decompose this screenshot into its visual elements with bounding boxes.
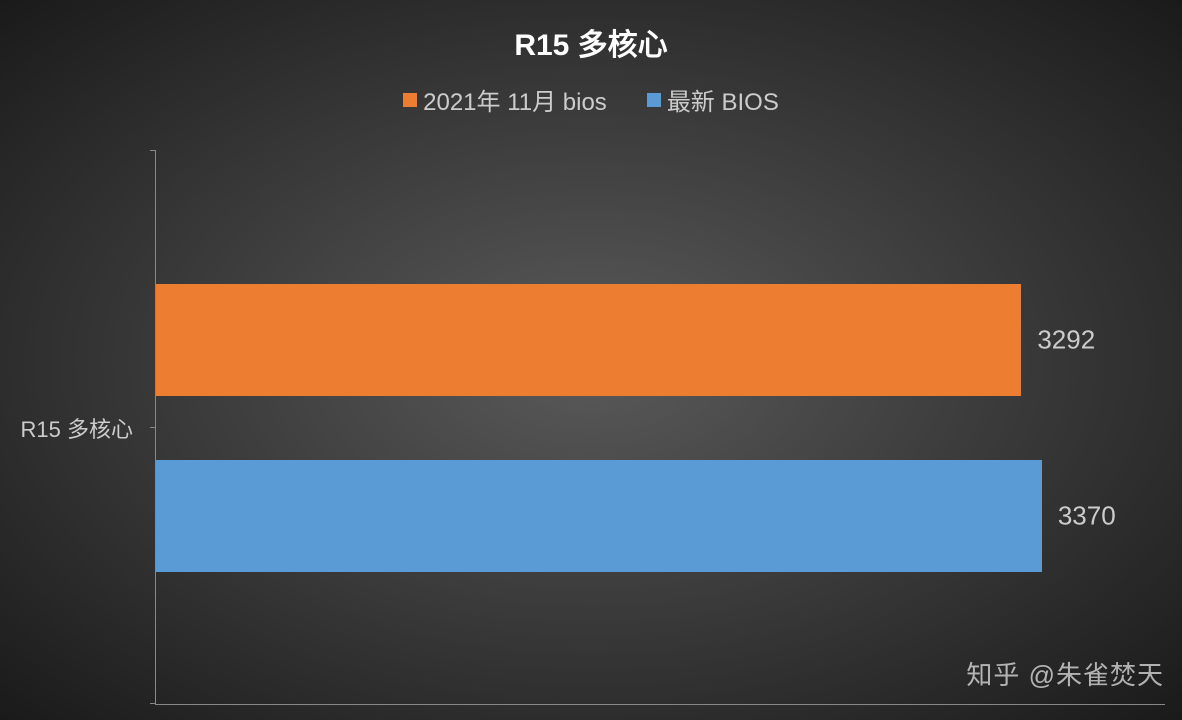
plot-area: 3292 3370 (155, 150, 1165, 705)
legend-item-0: 2021年 11月 bios (403, 82, 607, 117)
bar-value-0: 3292 (1021, 324, 1095, 355)
y-axis-category-label: R15 多核心 (0, 412, 145, 444)
legend-item-1: 最新 BIOS (647, 82, 779, 117)
legend: 2021年 11月 bios 最新 BIOS (0, 82, 1182, 117)
bar-value-1: 3370 (1042, 500, 1116, 531)
bar-series-0: 3292 (156, 284, 1021, 396)
y-tick-top (150, 150, 156, 151)
legend-swatch-0 (403, 93, 417, 107)
legend-label-0: 2021年 11月 bios (423, 82, 607, 117)
watermark: 知乎 @朱雀焚天 (966, 655, 1164, 692)
y-tick-mid (150, 427, 156, 428)
legend-swatch-1 (647, 93, 661, 107)
legend-label-1: 最新 BIOS (667, 82, 779, 117)
chart-title: R15 多核心 (0, 0, 1182, 64)
y-tick-bot (150, 703, 156, 704)
bar-series-1: 3370 (156, 460, 1042, 572)
